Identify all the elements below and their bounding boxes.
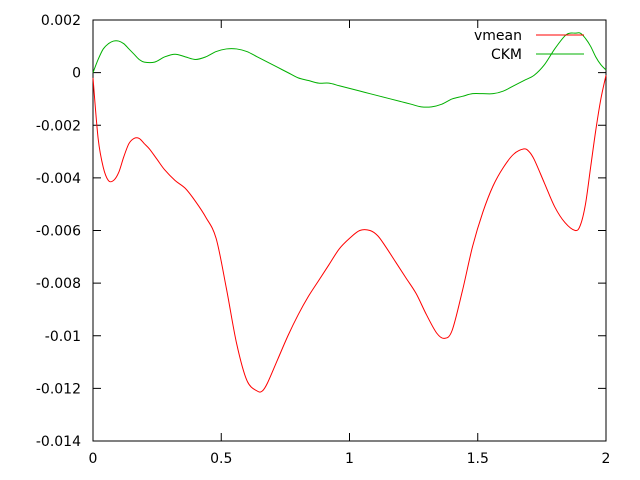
y-tick-label: -0.008	[36, 276, 81, 292]
x-axis-tick-labels: 0 0.5 1 1.5 2	[89, 451, 611, 467]
y-tick-label: -0.006	[36, 224, 81, 240]
x-tick-label: 0	[89, 451, 98, 467]
legend-label-vmean: vmean	[474, 28, 522, 44]
legend: vmean CKM	[474, 28, 584, 63]
plot-area	[92, 19, 607, 442]
legend-label-ckm: CKM	[491, 47, 522, 63]
series-lines	[92, 32, 607, 393]
y-tick-label: -0.01	[45, 329, 81, 345]
x-tick-label: 1.5	[467, 451, 489, 467]
series-line-vmean	[92, 75, 607, 393]
y-tick-label: 0.002	[41, 13, 81, 29]
plot-border	[92, 19, 607, 442]
y-axis-tick-labels: 0.002 0 -0.002 -0.004 -0.006 -0.008 -0.01 -0.01…	[36, 13, 81, 450]
series-line-ckm	[92, 32, 607, 108]
axis-ticks	[92, 19, 607, 442]
x-tick-label: 2	[602, 451, 611, 467]
y-tick-label: 0	[72, 66, 81, 82]
y-tick-label: -0.014	[36, 434, 81, 450]
y-tick-label: -0.002	[36, 118, 81, 134]
y-tick-label: -0.004	[36, 171, 81, 187]
x-tick-label: 0.5	[210, 451, 232, 467]
x-tick-label: 1	[345, 451, 354, 467]
y-tick-label: -0.012	[36, 381, 81, 397]
